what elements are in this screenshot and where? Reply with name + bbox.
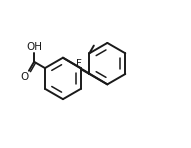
Text: F: F [76, 59, 82, 69]
Text: OH: OH [26, 42, 42, 52]
Text: O: O [20, 71, 28, 82]
